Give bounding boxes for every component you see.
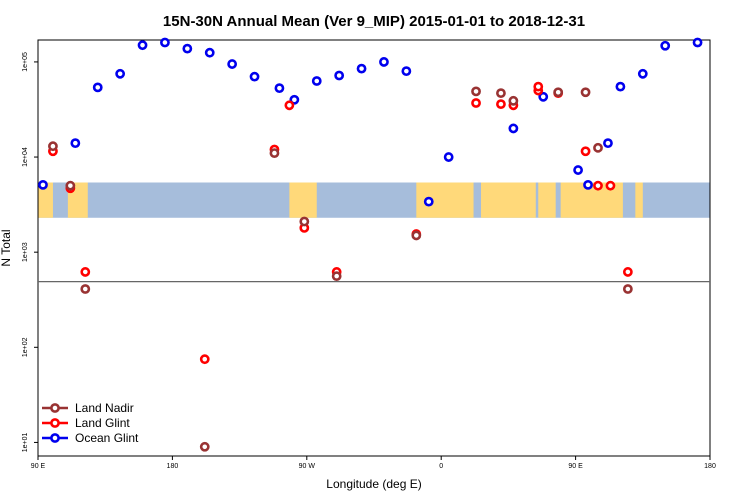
land-nadir-point <box>496 88 506 99</box>
ocean-glint-point <box>204 47 215 58</box>
legend-marker-land-nadir <box>50 403 60 413</box>
land-nadir-point <box>199 441 210 452</box>
y-tick-label: 1e+05 <box>22 52 29 72</box>
map-land <box>289 182 317 218</box>
chart-title: 15N-30N Annual Mean (Ver 9_MIP) 2015-01-… <box>163 13 585 30</box>
ocean-glint-point <box>182 43 193 54</box>
ocean-glint-point <box>92 82 103 93</box>
land-glint-point <box>580 146 591 157</box>
land-nadir-point <box>65 180 76 191</box>
ocean-glint-point <box>227 59 238 69</box>
x-axis-label: Longitude (deg E) <box>326 477 421 491</box>
ocean-glint-point <box>160 37 170 48</box>
land-nadir-point <box>269 148 280 159</box>
data-points <box>38 37 703 452</box>
land-glint-point <box>593 180 603 191</box>
ocean-glint-point <box>615 81 626 92</box>
legend-marker-land-glint <box>50 418 60 428</box>
ocean-glint-point <box>603 138 613 149</box>
ocean-glint-point <box>38 179 48 190</box>
ocean-glint-point <box>692 37 703 48</box>
x-tick-label: 180 <box>167 463 179 470</box>
x-axis: 90 E 180 90 W 0 90 E 180 <box>31 456 716 470</box>
land-glint-point <box>284 100 295 111</box>
legend-label-land-glint: Land Glint <box>75 416 130 430</box>
land-glint-point <box>80 267 91 277</box>
y-tick-label: 1e+02 <box>22 337 29 357</box>
land-nadir-point <box>299 216 310 227</box>
land-nadir-point <box>553 87 564 98</box>
ocean-glint-point <box>70 138 81 149</box>
y-tick-label: 1e+04 <box>22 147 29 167</box>
ocean-glint-point <box>334 70 345 81</box>
ocean-glint-point <box>423 196 434 207</box>
land-glint-point <box>622 267 633 277</box>
ocean-glint-point <box>637 68 648 79</box>
ocean-glint-point <box>356 63 367 74</box>
land-nadir-point <box>622 284 633 294</box>
ocean-glint-point <box>137 40 148 51</box>
land-glint-point <box>533 81 544 92</box>
x-tick-label: 90 E <box>568 463 583 470</box>
ocean-glint-point <box>573 165 583 175</box>
y-axis-label: N Total <box>0 229 13 266</box>
map-land <box>538 182 556 218</box>
x-tick-label: 90 W <box>299 463 316 470</box>
map-land <box>38 182 53 218</box>
y-tick-label: 1e+03 <box>22 242 29 262</box>
ocean-glint-point <box>443 152 454 162</box>
land-nadir-point <box>80 284 91 294</box>
land-glint-point <box>496 99 506 110</box>
ocean-glint-point <box>401 66 412 77</box>
land-nadir-point <box>593 142 603 153</box>
land-glint-point <box>471 98 481 108</box>
ocean-glint-point <box>249 71 260 82</box>
ocean-glint-point <box>274 83 285 94</box>
map-land <box>481 182 536 218</box>
y-tick-label: 1e+01 <box>22 432 29 452</box>
land-nadir-point <box>411 230 422 241</box>
ocean-glint-point <box>508 123 519 134</box>
map-land <box>635 182 643 218</box>
land-nadir-point <box>48 141 58 152</box>
ocean-glint-point <box>379 57 389 67</box>
land-glint-point <box>199 354 210 365</box>
legend-marker-ocean-glint <box>50 433 60 443</box>
y-axis: 1e+01 1e+02 1e+03 1e+04 1e+05 <box>22 52 38 452</box>
legend-label-land-nadir: Land Nadir <box>75 401 134 415</box>
land-glint-point <box>605 180 616 191</box>
land-nadir-point <box>471 86 481 97</box>
land-nadir-point <box>580 87 591 98</box>
ocean-glint-point <box>583 179 593 190</box>
land-nadir-point <box>508 95 519 106</box>
land-nadir-point <box>331 271 342 282</box>
x-tick-label: 90 E <box>31 463 46 470</box>
ocean-glint-point <box>660 40 671 51</box>
ocean-glint-point <box>115 68 126 79</box>
ocean-glint-point <box>538 91 549 102</box>
plot-frame <box>37 39 711 457</box>
ocean-glint-point <box>311 76 322 86</box>
legend-label-ocean-glint: Ocean Glint <box>75 431 139 445</box>
x-tick-label: 0 <box>439 463 443 470</box>
x-tick-label: 180 <box>704 463 716 470</box>
